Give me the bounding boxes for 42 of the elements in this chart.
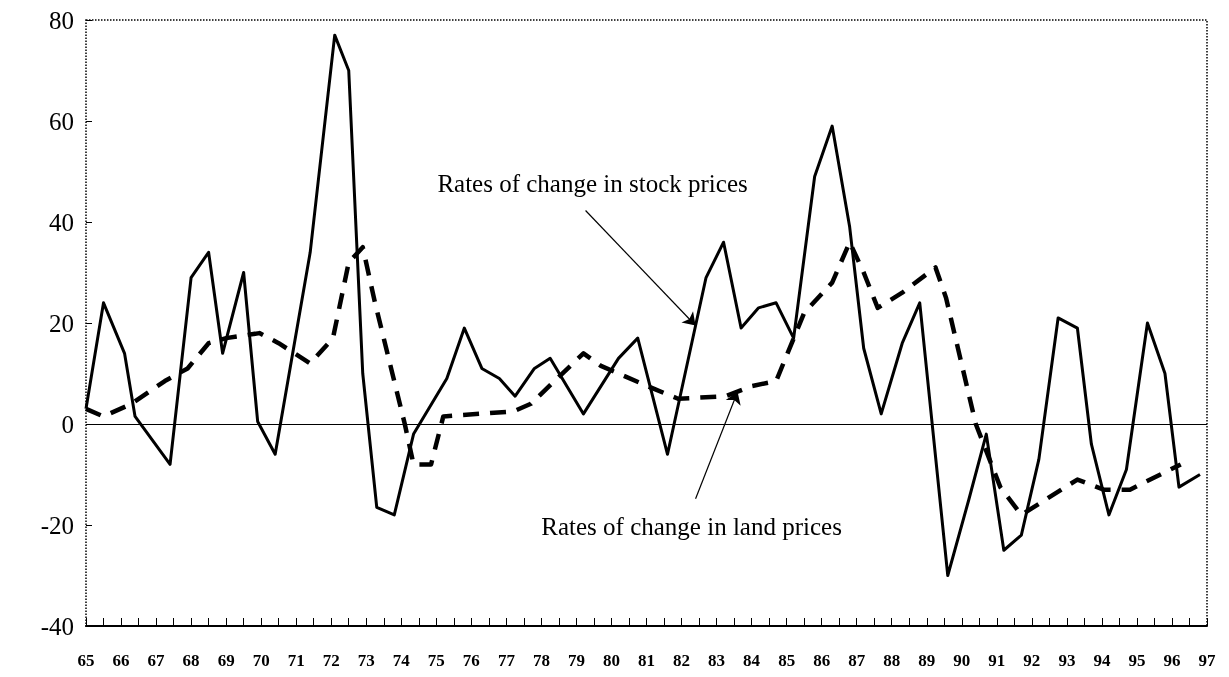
x-tick-label: 81 xyxy=(638,651,655,670)
x-tick-label: 89 xyxy=(918,651,936,670)
x-tick-label: 93 xyxy=(1058,651,1076,670)
y-tick-label: -20 xyxy=(40,511,74,539)
x-tick-label: 65 xyxy=(77,651,95,670)
annotation: Rates of change in stock prices xyxy=(437,170,748,198)
x-tick-label: 83 xyxy=(708,651,726,670)
x-tick-label: 79 xyxy=(567,651,585,670)
x-tick-label: 68 xyxy=(182,651,200,670)
x-tick-label: 82 xyxy=(673,651,691,670)
x-tick-label: 71 xyxy=(287,651,305,670)
x-tick-label: 90 xyxy=(953,651,971,670)
x-tick-label: 70 xyxy=(252,651,270,670)
x-tick-label: 67 xyxy=(147,651,166,670)
x-tick-label: 97 xyxy=(1198,651,1216,670)
x-tick-label: 88 xyxy=(883,651,901,670)
x-tick-label: 73 xyxy=(357,651,375,670)
x-tick-label: 94 xyxy=(1093,651,1111,670)
x-tick-label: 84 xyxy=(743,651,761,670)
x-tick-label: 85 xyxy=(778,651,796,670)
y-tick-label: 40 xyxy=(49,208,74,236)
x-tick-label: 78 xyxy=(532,651,550,670)
x-tick-label: 74 xyxy=(392,651,411,670)
x-tick-label: 72 xyxy=(322,651,340,670)
x-tick-label: 77 xyxy=(497,651,516,670)
x-tick-label: 92 xyxy=(1023,651,1041,670)
x-tick-label: 66 xyxy=(112,651,130,670)
x-tick-label: 87 xyxy=(848,651,866,670)
x-tick-label: 75 xyxy=(427,651,445,670)
x-tick-label: 76 xyxy=(462,651,480,670)
y-tick-label: -40 xyxy=(40,612,74,640)
x-tick-label: 86 xyxy=(813,651,831,670)
x-tick-label: 96 xyxy=(1163,651,1181,670)
x-tick-label: 91 xyxy=(988,651,1006,670)
y-tick-label: 20 xyxy=(49,309,74,337)
y-tick-label: 0 xyxy=(61,410,74,438)
annotation: Rates of change in land prices xyxy=(541,513,842,541)
x-tick-label: 80 xyxy=(602,651,620,670)
y-tick-label: 80 xyxy=(49,6,74,34)
y-tick-label: 60 xyxy=(49,107,74,135)
x-tick-label: 95 xyxy=(1128,651,1146,670)
x-tick-label: 69 xyxy=(217,651,235,670)
